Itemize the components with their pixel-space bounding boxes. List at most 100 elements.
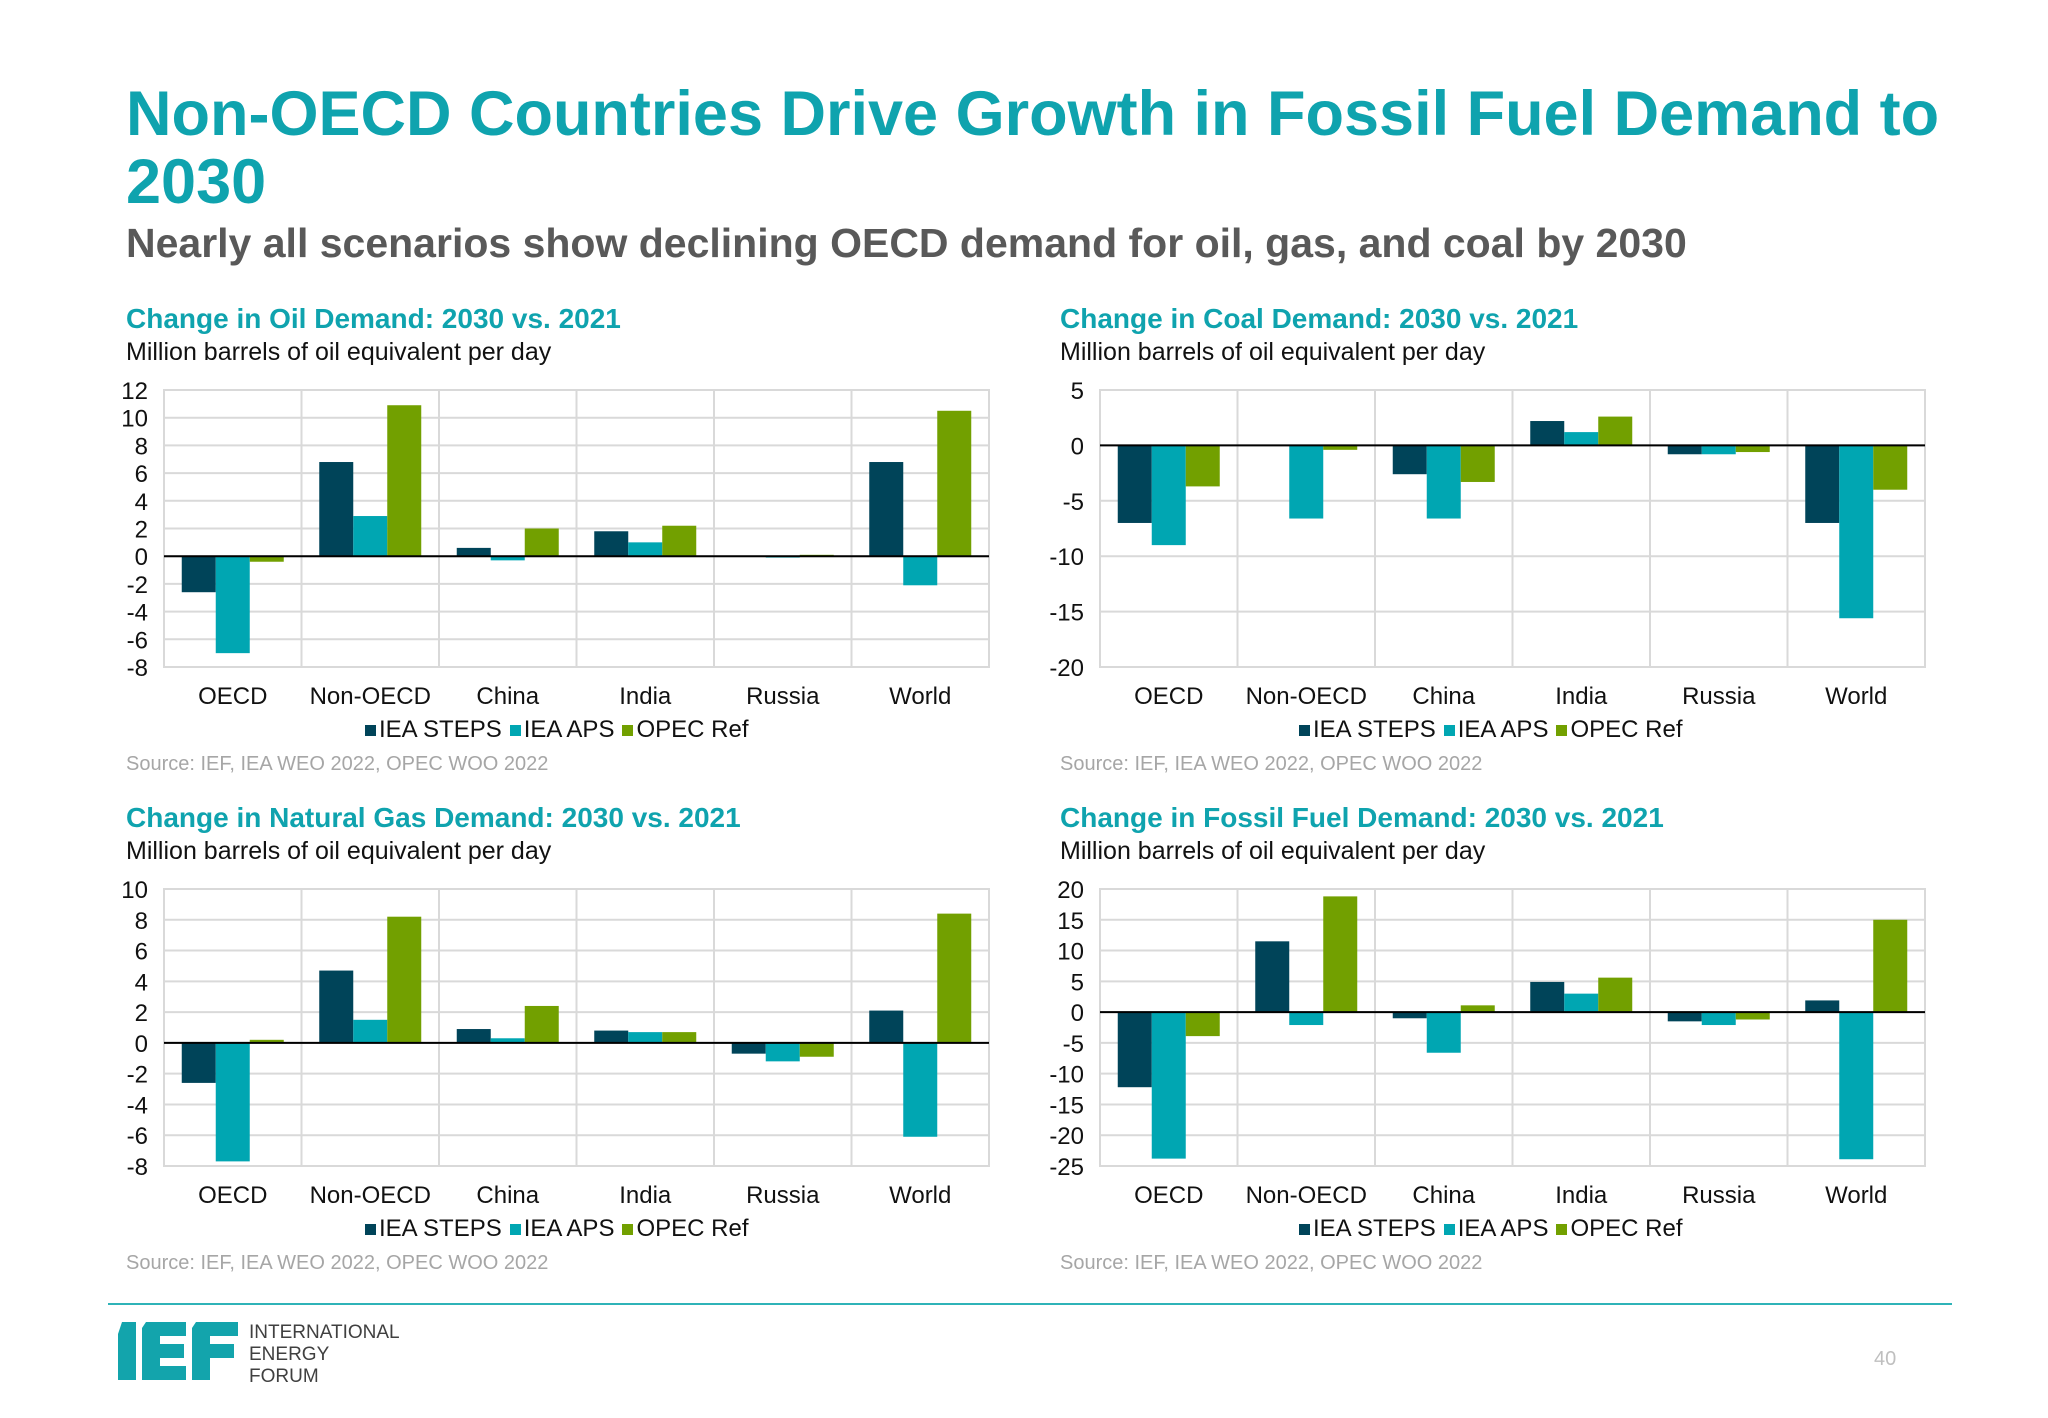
legend-item: OPEC Ref [1556,1215,1682,1243]
bar-iea-aps-russia [765,1042,800,1062]
bar-opec-ref-world [1873,445,1908,490]
legend-swatch [365,724,376,736]
coal-chart-source: Source: IEF, IEA WEO 2022, OPEC WOO 2022 [1060,753,1483,775]
bar-opec-ref-india [1598,977,1633,1013]
legend-item: IEA STEPS [365,1215,502,1243]
y-tick-label: -15 [1049,1092,1084,1119]
bar-iea-aps-oecd [215,1042,250,1162]
bar-iea-aps-india [1564,432,1599,446]
bar-iea-steps-russia [731,1042,766,1054]
legend-swatch [509,1223,521,1235]
y-tick-label: 0 [135,544,148,571]
bar-iea-aps-india [1564,993,1599,1013]
y-tick-label: 15 [1057,908,1084,935]
bar-iea-steps-india [594,1030,629,1043]
y-tick-label: -4 [127,600,148,627]
ief-logo [118,1322,238,1380]
gas-demand-chart: 10 8 6 4 2 0 -2 -4 -6 -8 OECD Non-OECD China India Rus… [121,879,990,1209]
gas-chart-source: Source: IEF, IEA WEO 2022, OPEC WOO 2022 [126,1252,549,1274]
y-tick-label: -5 [1063,489,1084,516]
x-category-label: OECD [198,1182,267,1209]
oil-chart-source: Source: IEF, IEA WEO 2022, OPEC WOO 2022 [126,753,549,775]
legend-label: IEA STEPS [379,716,502,743]
x-category-label: Russia [746,1182,820,1209]
legend-swatch [1443,1223,1455,1235]
y-tick-label: 0 [1071,433,1084,460]
y-tick-label: 10 [1057,939,1084,966]
bar-iea-steps-russia [1667,445,1702,455]
bar-iea-steps-china [1392,1012,1427,1019]
bar-opec-ref-russia [1735,445,1770,453]
coal-chart-legend: IEA STEPS IEA APS OPEC Ref [1299,716,1682,744]
x-category-label: World [889,683,951,710]
legend-swatch [1443,724,1455,736]
x-category-label: OECD [1134,1182,1203,1209]
logo-line-1: INTERNATIONAL [249,1322,400,1343]
x-category-label: China [476,683,539,710]
legend-item: IEA APS [509,1215,614,1243]
y-tick-label: 20 [1057,879,1084,904]
legend-label: OPEC Ref [1570,1215,1683,1242]
coal-chart-title: Change in Coal Demand: 2030 vs. 2021 [1060,303,1579,334]
bar-iea-steps-world [1805,445,1840,523]
bar-iea-steps-non-oecd [1255,941,1290,1013]
legend-item: IEA STEPS [1299,716,1436,744]
y-tick-label: 10 [121,406,148,433]
bar-iea-aps-non-oecd [353,516,388,557]
bar-opec-ref-non-oecd [1323,896,1358,1013]
fossil-demand-chart: 20 15 10 5 0 -5 -10 -15 -20 -25 OECD Non-OECD China I… [1049,879,1926,1209]
x-category-label: India [619,1182,672,1209]
logo-line-2: ENERGY [249,1344,330,1365]
logo-line-3: FORUM [249,1366,319,1387]
bar-iea-steps-oecd [1117,1012,1152,1088]
x-category-label: Russia [1682,683,1756,710]
y-tick-label: 4 [135,969,148,996]
legend-swatch [622,724,634,736]
bar-iea-steps-russia [1667,1012,1702,1022]
bar-opec-ref-india [1598,416,1633,446]
bar-opec-ref-india [662,1032,697,1043]
y-tick-label: -6 [127,1123,148,1150]
legend-item: OPEC Ref [622,716,748,744]
y-tick-label: 8 [135,433,148,460]
y-tick-label: -6 [127,627,148,654]
bar-iea-steps-oecd [181,556,216,593]
gas-chart-title: Change in Natural Gas Demand: 2030 vs. 2… [126,802,741,833]
bar-iea-aps-china [490,1038,525,1043]
legend-swatch [1556,1223,1568,1235]
y-tick-label: -8 [127,1154,148,1181]
x-category-label: OECD [198,683,267,710]
x-category-label: Russia [746,683,820,710]
bar-opec-ref-oecd [1185,1012,1220,1037]
coal-demand-chart: 5 0 -5 -10 -15 -20 OECD Non-OECD China India Russi… [1049,380,1926,710]
y-tick-label: -4 [127,1092,148,1119]
bar-iea-steps-world [869,1010,904,1043]
bar-opec-ref-world [937,410,972,557]
y-tick-label: 10 [121,879,148,904]
bar-opec-ref-oecd [249,1039,284,1043]
bar-opec-ref-russia [1735,1012,1770,1020]
legend-label: IEA STEPS [1313,1215,1436,1242]
legend-label: IEA STEPS [1313,716,1436,743]
y-tick-label: 2 [135,517,148,544]
y-tick-label: -20 [1049,655,1084,682]
x-category-label: Non-OECD [1246,683,1367,710]
x-category-label: India [619,683,672,710]
bar-opec-ref-russia [799,1042,834,1057]
bar-iea-steps-world [869,462,904,557]
bar-iea-aps-oecd [1151,445,1186,546]
fossil-chart-unit: Million barrels of oil equivalent per da… [1060,837,1486,865]
y-tick-label: 8 [135,908,148,935]
bar-iea-aps-china [1426,1012,1461,1053]
y-tick-label: 12 [121,380,148,405]
y-tick-label: -10 [1049,544,1084,571]
page-title: Non-OECD Countries Drive Growth in Fossi… [126,79,1940,217]
bar-iea-aps-china [490,556,525,561]
fossil-chart-source: Source: IEF, IEA WEO 2022, OPEC WOO 2022 [1060,1252,1483,1274]
legend-label: OPEC Ref [1570,716,1683,743]
legend-item: IEA APS [1443,716,1548,744]
y-tick-label: 6 [135,939,148,966]
x-category-label: World [1825,683,1887,710]
y-tick-label: 4 [135,489,148,516]
